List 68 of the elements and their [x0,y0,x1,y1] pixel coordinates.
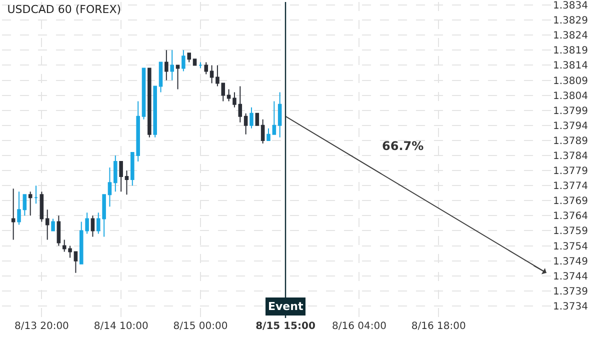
y-tick-label: 1.3784 [553,150,588,162]
candlestick [226,88,231,102]
candlestick [119,161,123,192]
candlestick [164,50,168,81]
x-tick-label: 8/15 15:00 [256,321,316,332]
candlestick [210,64,214,84]
candlestick [260,118,265,144]
x-tick-label: 8/15 00:00 [173,321,228,332]
y-tick-label: 1.3834 [553,0,588,12]
x-tick-label: 8/13 20:00 [14,321,69,332]
candlestick [187,52,191,63]
x-tick-label: 8/14 10:00 [94,321,148,332]
y-tick-label: 1.3779 [553,166,588,178]
y-tick-label: 1.3824 [553,30,588,42]
ref-line-label: Event [268,300,304,313]
candlestick [232,92,236,108]
candlestick [250,106,254,129]
candlestick [74,251,78,274]
candlestick [148,68,152,138]
y-tick-label: 1.3774 [553,181,588,192]
candlestick [114,154,118,192]
candlestick [40,191,44,222]
y-tick-label: 1.3799 [553,106,588,117]
candlestick [124,170,129,196]
candlestick [244,112,248,135]
candlestick [170,50,174,81]
annotation: 66.7% [382,139,424,153]
candlestick [176,64,180,90]
y-tick-label: 1.3814 [553,60,588,72]
candlestick [192,58,197,66]
y-tick-label: 1.3734 [553,301,588,312]
candlestick [238,86,242,123]
candlestick [56,215,61,246]
candlestick [45,209,50,240]
y-tick-label: 1.3809 [553,76,588,87]
candlestick [90,215,95,238]
y-tick-label: 1.3794 [553,120,588,132]
candlestick [51,218,55,232]
candlestick [182,50,186,72]
candlestick [142,68,146,120]
y-tick-label: 1.3759 [553,226,588,238]
chart-title: USDCAD 60 (FOREX) [7,2,122,16]
x-tick-label: 8/16 18:00 [411,321,466,332]
candlestick [198,62,202,69]
candlestick [204,62,208,75]
candlestick [266,128,270,141]
candlestick [108,167,112,208]
candlestick [22,194,27,216]
y-tick-label: 1.3819 [553,46,588,57]
candlestick [153,86,157,138]
candlestick [278,92,282,138]
y-tick-label: 1.3764 [553,211,588,222]
candlestick [28,191,32,216]
candlestick [34,185,38,204]
y-tick-label: 1.3789 [553,136,588,147]
y-tick-label: 1.3749 [553,256,588,268]
x-tick-label: 8/16 04:00 [332,321,386,332]
y-tick-label: 1.3739 [553,286,588,298]
candlestick [272,100,276,135]
y-tick-label: 1.3829 [553,16,588,27]
candlestick [11,188,16,240]
candlestick [255,112,260,126]
y-tick-label: 1.3744 [553,271,588,282]
y-tick-label: 1.3804 [553,90,588,102]
y-tick-label: 1.3754 [553,241,588,252]
candlestick [17,191,21,226]
candlestick [158,62,163,93]
y-tick-label: 1.3769 [553,196,588,208]
